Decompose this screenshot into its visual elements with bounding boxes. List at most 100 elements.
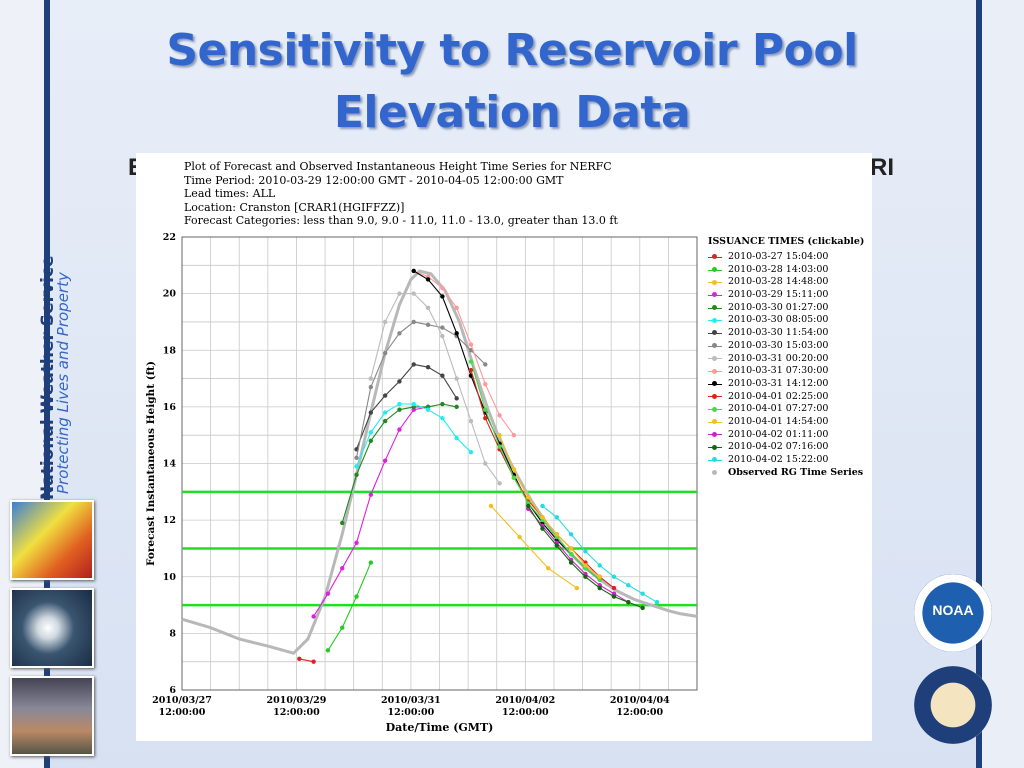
- series-point: [340, 520, 345, 526]
- series-point: [368, 560, 374, 565]
- right-accent-bar: [976, 0, 982, 768]
- series-point: [483, 382, 488, 387]
- series-point: [411, 268, 416, 274]
- series-point: [546, 566, 551, 571]
- us-temperature-map-thumbnail: [10, 500, 94, 580]
- legend-label: 2010-03-28 14:03:00: [728, 263, 829, 275]
- series-point: [597, 574, 602, 579]
- chart-header-line-5: Forecast Categories: less than 9.0, 9.0 …: [184, 214, 618, 227]
- chart-header-line-2: Time Period: 2010-03-29 12:00:00 GMT - 2…: [184, 173, 564, 187]
- series-point: [354, 455, 359, 461]
- legend-swatch: [708, 292, 722, 298]
- series-point: [468, 342, 474, 347]
- series-point: [354, 464, 359, 469]
- series-point: [368, 430, 374, 435]
- x-tick-label-time: 12:00:00: [502, 707, 549, 718]
- series-point: [382, 393, 388, 398]
- chart-header: Plot of Forecast and Observed Instantane…: [184, 160, 618, 228]
- series-point: [411, 401, 416, 407]
- series-point: [540, 503, 545, 509]
- series-point: [440, 416, 445, 421]
- legend-item[interactable]: 2010-03-28 14:03:00: [708, 264, 864, 277]
- series-line: [355, 363, 458, 450]
- chart-header-line-3: Lead times: ALL: [184, 187, 276, 200]
- legend-item[interactable]: 2010-03-30 11:54:00: [708, 327, 864, 340]
- legend-item[interactable]: 2010-04-01 07:27:00: [708, 403, 864, 416]
- legend-swatch: [708, 330, 722, 336]
- legend-item[interactable]: 2010-03-28 14:48:00: [708, 276, 864, 289]
- series-line: [413, 270, 515, 436]
- series-point: [311, 614, 316, 619]
- series-point: [497, 413, 502, 418]
- series-point: [354, 540, 359, 545]
- series-line: [355, 321, 486, 458]
- series-point: [325, 648, 331, 653]
- x-axis-label: Date/Time (GMT): [386, 721, 494, 734]
- series-line: [470, 361, 601, 581]
- legend-item[interactable]: 2010-04-02 07:16:00: [708, 441, 864, 454]
- series-point: [454, 396, 459, 401]
- series-point: [517, 534, 522, 540]
- x-tick-label-date: 2010/03/27: [152, 695, 212, 706]
- series-line: [490, 505, 578, 589]
- series-point: [440, 294, 445, 299]
- legend-label: 2010-04-02 01:11:00: [728, 428, 829, 440]
- legend-item[interactable]: 2010-04-02 15:22:00: [708, 454, 864, 467]
- legend-label: 2010-04-01 07:27:00: [728, 403, 829, 415]
- series-point: [397, 331, 402, 336]
- legend-label: 2010-03-27 15:04:00: [728, 251, 829, 262]
- series-point: [597, 585, 602, 591]
- series-point: [368, 376, 374, 381]
- series-point: [440, 285, 445, 291]
- legend-item[interactable]: 2010-03-30 08:05:00: [708, 314, 864, 327]
- legend-item[interactable]: 2010-03-31 00:20:00: [708, 353, 864, 366]
- series-line: [499, 434, 601, 578]
- legend-item[interactable]: 2010-04-02 01:11:00: [708, 429, 864, 442]
- series-point: [297, 656, 302, 662]
- series-point: [440, 333, 445, 339]
- series-point: [483, 407, 488, 412]
- legend-item[interactable]: 2010-03-31 07:30:00: [708, 365, 864, 378]
- series-point: [640, 605, 645, 611]
- series-point: [511, 432, 517, 438]
- series-point: [554, 543, 560, 548]
- legend-item[interactable]: Observed RG Time Series: [708, 467, 864, 480]
- series-line: [299, 658, 314, 663]
- legend-swatch: [708, 317, 722, 323]
- x-tick-label-date: 2010/03/29: [267, 695, 327, 706]
- y-tick-label: 12: [163, 515, 176, 526]
- series-point: [354, 472, 359, 478]
- legend-item[interactable]: 2010-03-29 15:11:00: [708, 289, 864, 302]
- series-point: [468, 449, 474, 455]
- x-tick-label-time: 12:00:00: [159, 707, 206, 718]
- plot-frame: [181, 236, 698, 691]
- series-point: [654, 600, 660, 605]
- series-point: [425, 277, 431, 282]
- legend-item[interactable]: 2010-04-01 14:54:00: [708, 416, 864, 429]
- series-point: [325, 591, 331, 596]
- legend-label: 2010-03-30 08:05:00: [728, 314, 829, 326]
- hurricane-satellite-thumbnail: [10, 588, 94, 668]
- series-point: [611, 585, 617, 591]
- series-point: [640, 591, 645, 596]
- legend-item[interactable]: 2010-04-01 02:25:00: [708, 391, 864, 404]
- series-point: [311, 659, 316, 664]
- legend-item[interactable]: 2010-03-27 15:04:00: [708, 251, 864, 264]
- legend-item[interactable]: 2010-03-30 15:03:00: [708, 340, 864, 353]
- forecast-height-chart: 68101214161820222010/03/2712:00:002010/0…: [145, 232, 698, 734]
- series-line: [327, 562, 372, 651]
- legend-item[interactable]: 2010-03-30 01:27:00: [708, 302, 864, 315]
- x-tick-label-time: 12:00:00: [388, 707, 435, 718]
- series-point: [554, 515, 560, 520]
- series-point: [468, 418, 474, 424]
- series-point: [368, 438, 374, 444]
- series-point: [368, 384, 374, 390]
- series-point: [568, 551, 574, 557]
- y-tick-label: 20: [163, 289, 177, 300]
- legend-swatch: [708, 393, 722, 399]
- series-point: [440, 325, 445, 330]
- legend-label: 2010-04-02 15:22:00: [728, 454, 829, 465]
- series-point: [411, 362, 416, 367]
- legend-label: 2010-03-30 11:54:00: [728, 327, 829, 339]
- legend-item[interactable]: 2010-03-31 14:12:00: [708, 378, 864, 391]
